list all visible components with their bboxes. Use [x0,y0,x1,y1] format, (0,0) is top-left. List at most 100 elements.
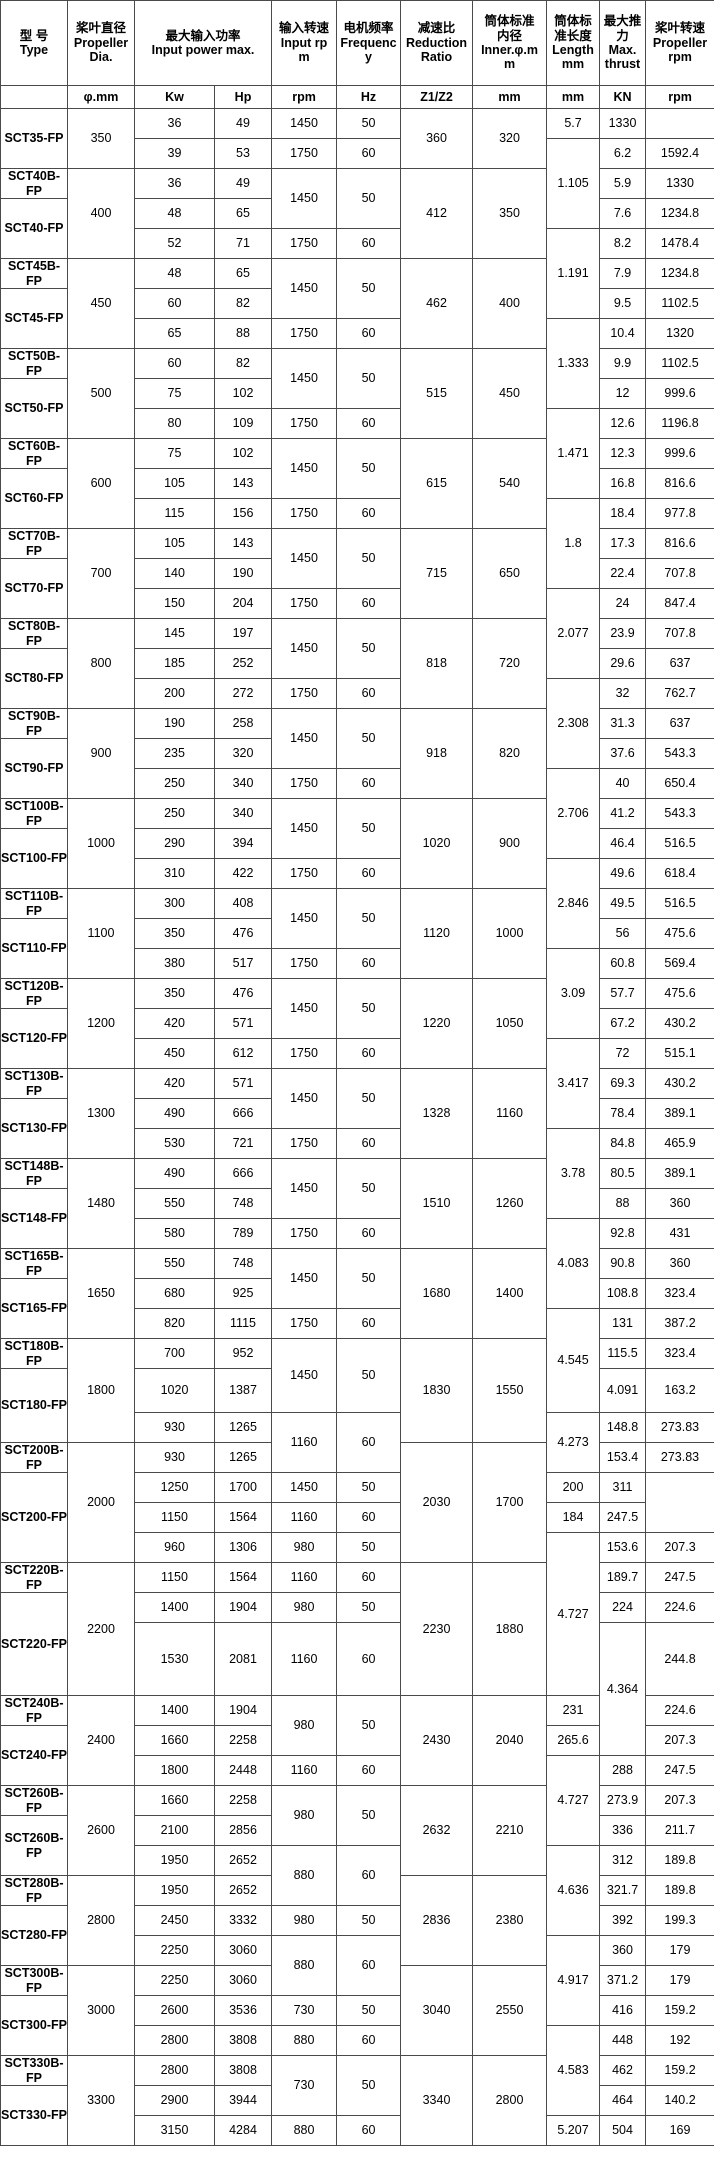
length-cell: 1160 [472,1068,548,1159]
input-power-hp-cell: 252 [213,648,273,679]
input-power-hp-cell: 1265 [213,1442,273,1474]
input-power-kw-cell: 75 [134,438,215,469]
propeller-dia-cell: 1000 [67,798,135,889]
col-header-ratio-cn: 减速比 [417,21,456,36]
length-cell: 1550 [472,1337,548,1444]
col-header-len-en: Length [552,43,594,57]
col-header-freq-en2: y [365,50,372,65]
model-type-cell: SCT45-FP [0,288,68,349]
table-row: SCT90-FP 235 320 37.6 543.3 [0,738,714,799]
model-type-cell: SCT130-FP [0,1098,68,1159]
propeller-rpm-cell: 762.7 [645,678,714,709]
max-thrust-cell: 92.8 [599,1218,647,1249]
input-rpm-cell: 880 [271,2115,338,2146]
input-power-hp-cell: 3808 [213,2055,273,2086]
max-thrust-cell: 72 [599,1038,647,1069]
input-power-hp-cell: 1306 [213,1532,273,1564]
input-power-kw-cell: 80 [134,408,215,439]
input-power-hp-cell: 3060 [213,1935,273,1966]
propeller-rpm-cell: 707.8 [645,558,714,589]
model-type-cell: SCT240-FP [0,1725,68,1786]
max-thrust-cell: 80.5 [599,1158,647,1189]
length-cell: 1000 [472,888,548,979]
input-rpm-cell: 1750 [271,1308,338,1339]
propeller-rpm-cell: 140.2 [645,2085,714,2116]
input-power-kw-cell: 420 [134,1008,215,1039]
input-rpm-cell: 1160 [271,1562,338,1594]
input-power-hp-cell: 156 [213,498,273,529]
col-header-ratio-en2: Ratio [420,50,453,65]
max-thrust-cell: 231 [546,1695,601,1726]
input-rpm-cell: 1750 [271,588,338,619]
max-thrust-cell: 416 [599,1995,647,2026]
input-power-kw-cell: 190 [134,708,215,739]
max-thrust-cell: 131 [599,1308,647,1339]
max-thrust-cell: 200 [546,1472,601,1504]
length-cell: 650 [472,528,548,619]
propeller-rpm-cell: 1478.4 [645,228,714,259]
col-header-max-thrust: 最大推 力 Max. thrust [599,0,647,86]
frequency-cell: 60 [336,1038,402,1069]
propeller-rpm-cell: 1330 [599,108,647,139]
propeller-dia-cell: 900 [67,708,135,799]
max-thrust-cell: 5.7 [546,108,601,139]
table-header: 型 号 Type 桨叶直径 Propeller Dia. 最大输入功率 Inpu… [0,0,714,109]
propeller-rpm-cell: 179 [645,1965,714,1996]
reduction-ratio-cell: 1.105 [546,138,601,229]
unit-ratio: Z1/Z2 [400,85,474,109]
propeller-rpm-cell: 211.7 [645,1815,714,1846]
propeller-rpm-cell: 1592.4 [645,138,714,169]
model-type-cell: SCT180-FP [0,1367,68,1444]
model-type-cell: SCT130B-FP [0,1068,68,1099]
frequency-cell: 50 [336,1592,402,1624]
model-type-cell: SCT120B-FP [0,978,68,1009]
table-row: 580 789 1750 60 4.083 92.8 431 [1,1218,714,1309]
input-rpm-cell: 1160 [271,1622,338,1696]
input-power-hp-cell: 49 [213,168,273,199]
inner-diameter-cell: 1220 [400,978,474,1069]
col-header-length: 筒体标 准长度 Length mm [546,0,601,86]
input-power-hp-cell: 88 [213,318,273,349]
reduction-ratio-cell: 4.273 [546,1412,601,1474]
model-type-cell: SCT90B-FP [0,708,68,739]
table-row: 820 1115 1750 60 4.545 131 387.2 [1,1307,714,1414]
max-thrust-cell: 6.2 [599,138,647,169]
max-thrust-cell: 18.4 [599,498,647,529]
max-thrust-cell: 464 [599,2085,647,2116]
input-power-kw-cell: 580 [134,1218,215,1249]
col-header-thrust-en1: Max. [608,43,637,57]
table-row: SCT100-FP 290 394 46.4 516.5 [0,828,714,889]
frequency-cell: 60 [336,588,402,619]
propeller-dia-cell: 1650 [67,1248,135,1339]
max-thrust-cell: 448 [599,2025,647,2056]
propeller-dia-cell: 1200 [67,978,135,1069]
input-power-kw-cell: 1660 [134,1785,215,1816]
frequency-cell: 60 [336,2025,402,2056]
table-row: SCT120B-FP 1200 350 476 1450 50 1220 1050 57.7 47… [0,978,714,1069]
propeller-dia-cell: 700 [67,528,135,619]
reduction-ratio-cell: 4.083 [546,1218,601,1309]
input-power-kw-cell: 140 [134,558,215,589]
inner-diameter-cell: 1328 [400,1068,474,1159]
input-power-kw-cell: 185 [134,648,215,679]
input-rpm-cell: 1750 [271,1218,338,1249]
input-rpm-cell: 980 [271,1695,338,1756]
propeller-rpm-cell: 816.6 [645,528,714,559]
max-thrust-cell: 16.8 [599,468,647,499]
input-power-hp-cell: 340 [213,768,273,799]
max-thrust-cell: 288 [599,1755,647,1786]
reduction-ratio-cell: 3.09 [546,948,601,1039]
length-cell: 540 [472,438,548,529]
table-row: SCT330B-FP 3300 2800 3808 730 50 3340 2800 462 15… [0,2055,714,2146]
frequency-cell: 60 [336,768,402,799]
input-power-kw-cell: 2800 [134,2055,215,2086]
propeller-rpm-cell: 1196.8 [645,408,714,439]
input-power-hp-cell: 3332 [213,1905,273,1936]
input-power-hp-cell: 1564 [213,1562,273,1594]
inner-diameter-cell: 715 [400,528,474,619]
inner-diameter-cell: 360 [400,108,474,169]
propeller-rpm-cell: 1330 [645,168,714,199]
model-type-cell: SCT60B-FP [0,438,68,469]
input-rpm-cell: 880 [271,1935,338,1996]
